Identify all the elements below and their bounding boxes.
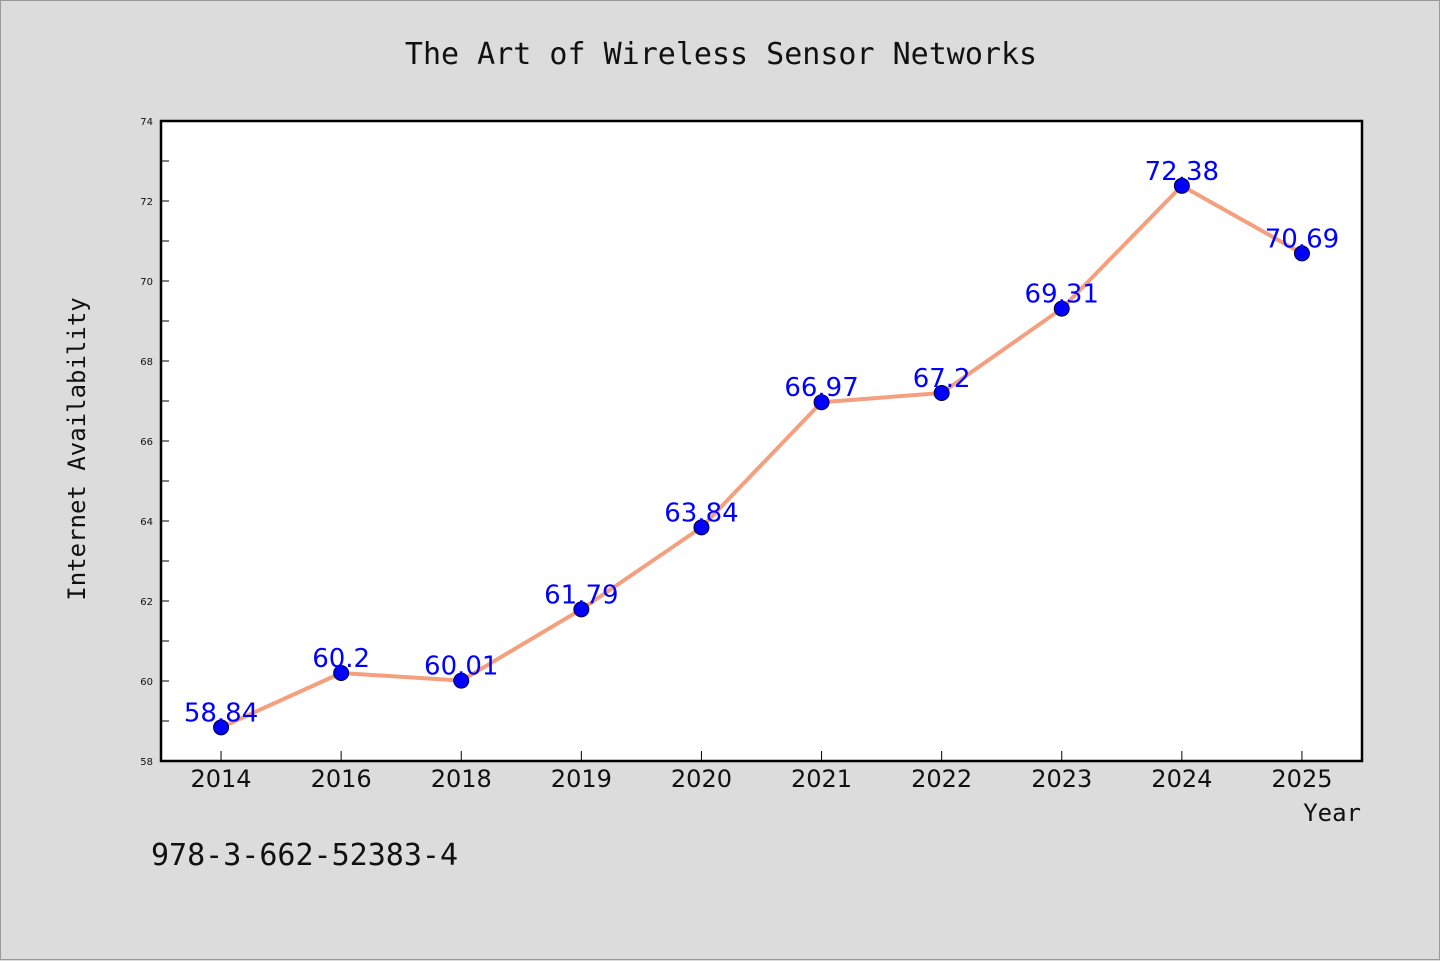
data-label: 58.84 — [184, 698, 258, 728]
x-tick-label: 2022 — [911, 765, 972, 793]
isbn-text: 978-3-662-52383-4 — [151, 838, 458, 873]
data-label: 63.84 — [664, 498, 738, 528]
data-label: 70.69 — [1265, 224, 1339, 254]
data-label: 67.2 — [913, 364, 971, 394]
x-tick-label: 2019 — [551, 765, 612, 793]
x-tick-label: 2024 — [1151, 765, 1212, 793]
plot-area — [159, 119, 1364, 763]
data-point — [813, 394, 830, 411]
series-line — [219, 183, 1304, 730]
x-tick-label: 2021 — [791, 765, 852, 793]
y-tick-label: 68 — [140, 357, 153, 368]
chart-title: The Art of Wireless Sensor Networks — [405, 37, 1037, 72]
data-point — [213, 719, 230, 736]
y-tick-label: 70 — [140, 277, 153, 288]
y-tick-label: 62 — [140, 597, 153, 608]
y-tick-label: 72 — [140, 197, 153, 208]
y-axis: 58 60 62 64 66 68 70 72 74 — [140, 117, 169, 768]
data-point — [693, 519, 710, 536]
y-axis-title: Internet Availability — [63, 297, 91, 600]
data-point — [333, 665, 350, 681]
series-layer: 58.84 60.2 60.01 61.79 63.84 66.97 67.2 69.31 72… — [184, 157, 1339, 736]
y-tick-label: 58 — [140, 757, 153, 768]
y-tick-label: 74 — [140, 117, 153, 128]
x-tick-label: 2018 — [431, 765, 492, 793]
y-tick-label: 64 — [140, 517, 153, 528]
data-point — [1173, 177, 1190, 194]
data-point — [933, 385, 950, 401]
x-tick-label: 2014 — [191, 765, 252, 793]
x-tick-label: 2023 — [1031, 765, 1092, 793]
data-point — [1053, 300, 1070, 317]
data-label: 61.79 — [544, 580, 618, 610]
x-tick-label: 2025 — [1271, 765, 1332, 793]
x-tick-label: 2016 — [311, 765, 372, 793]
data-point — [573, 601, 590, 618]
x-tick-label: 2020 — [671, 765, 732, 793]
data-label: 72.38 — [1145, 157, 1219, 187]
data-label: 60.2 — [312, 644, 370, 674]
data-label: 66.97 — [784, 373, 858, 403]
data-label: 69.31 — [1025, 280, 1099, 310]
data-point — [453, 672, 470, 689]
data-point — [1293, 245, 1310, 262]
x-axis: 2014 2016 2018 2019 2020 2021 2022 2023 2024 2025 — [191, 751, 1332, 793]
data-label: 60.01 — [424, 652, 498, 682]
x-axis-title: Year — [1303, 799, 1361, 827]
y-tick-label: 66 — [140, 437, 153, 448]
y-tick-label: 60 — [140, 677, 153, 688]
